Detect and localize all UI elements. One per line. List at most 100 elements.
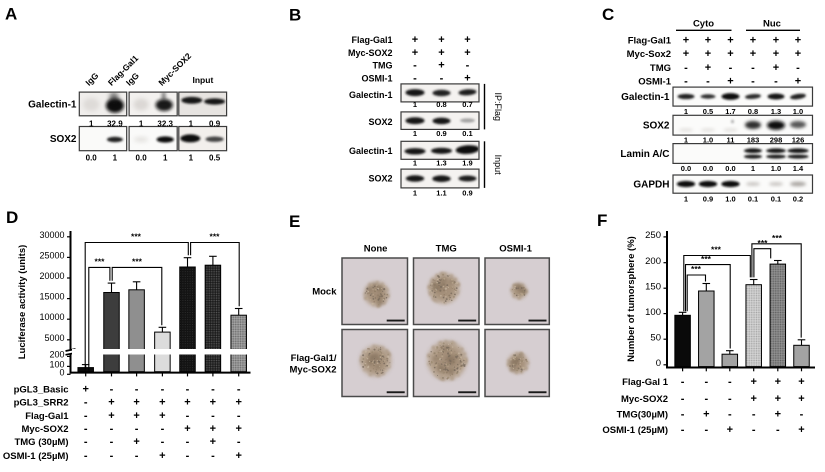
svg-text:+: + (438, 60, 444, 72)
svg-text:-: - (186, 410, 190, 422)
svg-text:+: + (795, 35, 801, 47)
svg-text:+: + (184, 397, 190, 409)
svg-text:Myc-SOX2: Myc-SOX2 (22, 424, 69, 435)
svg-text:-: - (135, 384, 139, 396)
svg-text:-: - (161, 384, 165, 396)
svg-text:1: 1 (89, 119, 94, 128)
svg-text:-: - (84, 450, 88, 462)
svg-text:-: - (237, 410, 241, 422)
svg-text:-: - (774, 76, 778, 88)
svg-text:TMG(30µM): TMG(30µM) (617, 410, 668, 421)
svg-text:-: - (161, 436, 165, 448)
svg-text:-: - (681, 409, 685, 421)
svg-text:298: 298 (770, 136, 783, 145)
svg-text:1: 1 (189, 119, 194, 128)
svg-text:-: - (110, 450, 114, 462)
svg-text:SOX2: SOX2 (643, 121, 670, 132)
svg-text:-: - (684, 62, 688, 74)
svg-text:+: + (795, 76, 801, 88)
svg-text:***: *** (701, 254, 712, 264)
svg-text:0.0: 0.0 (681, 164, 691, 173)
svg-text:0.9: 0.9 (703, 195, 713, 204)
svg-text:Flag-Gal1: Flag-Gal1 (351, 35, 392, 45)
svg-text:-: - (681, 393, 685, 405)
svg-text:10000: 10000 (39, 312, 64, 322)
svg-text:+: + (412, 34, 418, 46)
svg-text:+: + (464, 72, 470, 84)
svg-text:Luciferase activity (units): Luciferase activity (units) (17, 245, 28, 360)
svg-text:1: 1 (413, 159, 417, 168)
svg-text:1: 1 (751, 164, 755, 173)
svg-text:-: - (752, 409, 756, 421)
svg-text:-: - (440, 72, 444, 84)
svg-text:pGL3_SRR2: pGL3_SRR2 (14, 398, 69, 409)
svg-text:1.0: 1.0 (725, 195, 735, 204)
svg-text:+: + (133, 436, 139, 448)
svg-text:***: *** (131, 231, 142, 241)
svg-text:Flag-Gal1: Flag-Gal1 (25, 411, 69, 422)
svg-text:25000: 25000 (39, 250, 64, 260)
svg-text:-: - (704, 393, 708, 405)
svg-text:Lamin A/C: Lamin A/C (620, 149, 669, 160)
svg-text:-: - (704, 376, 708, 388)
svg-text:0.0: 0.0 (725, 164, 735, 173)
svg-text:-: - (796, 62, 800, 74)
svg-text:+: + (775, 393, 781, 405)
svg-text:Input: Input (193, 75, 214, 85)
svg-text:100: 100 (645, 307, 661, 318)
svg-text:-: - (729, 62, 733, 74)
svg-text:1.0: 1.0 (793, 107, 803, 116)
svg-text:-: - (110, 423, 114, 435)
svg-text:1.3: 1.3 (771, 107, 781, 116)
svg-text:+: + (798, 393, 804, 405)
svg-text:200: 200 (645, 256, 661, 267)
svg-text:1: 1 (684, 136, 688, 145)
svg-text:-: - (211, 410, 215, 422)
svg-text:0.8: 0.8 (748, 107, 758, 116)
svg-text:TMG: TMG (373, 61, 393, 71)
svg-text:Nuc: Nuc (763, 19, 781, 30)
svg-text:+: + (210, 423, 216, 435)
svg-text:***: *** (132, 256, 143, 266)
svg-text:+: + (438, 34, 444, 46)
svg-text:***: *** (711, 245, 722, 255)
svg-text:-: - (84, 410, 88, 422)
svg-text:+: + (727, 424, 733, 436)
svg-text:0.8: 0.8 (436, 100, 446, 109)
svg-text:-: - (110, 436, 114, 448)
svg-text:IP:Flag: IP:Flag (493, 92, 503, 121)
svg-text:0.2: 0.2 (793, 195, 803, 204)
svg-text:50: 50 (650, 332, 661, 343)
svg-text:0.1: 0.1 (462, 129, 472, 138)
svg-text:0.9: 0.9 (209, 119, 221, 128)
svg-text:+: + (108, 397, 114, 409)
svg-text:Cyto: Cyto (693, 19, 714, 30)
svg-text:pGL3_Basic: pGL3_Basic (14, 385, 69, 396)
svg-text:0.9: 0.9 (462, 189, 472, 198)
svg-text:+: + (159, 410, 165, 422)
svg-text:+: + (683, 35, 689, 47)
svg-text:126: 126 (792, 136, 805, 145)
svg-text:-: - (466, 60, 470, 72)
svg-text:OSMI-1: OSMI-1 (361, 73, 392, 83)
svg-text:Flag-Gal1/: Flag-Gal1/ (291, 353, 337, 364)
svg-text:+: + (705, 62, 711, 74)
svg-text:B: B (289, 6, 301, 25)
svg-text:0.9: 0.9 (436, 129, 446, 138)
svg-text:+: + (703, 409, 709, 421)
svg-text:-: - (161, 423, 165, 435)
svg-text:15000: 15000 (39, 292, 64, 302)
svg-text:SOX2: SOX2 (368, 117, 392, 127)
svg-text:+: + (798, 424, 804, 436)
svg-text:D: D (6, 208, 18, 227)
svg-text:***: *** (691, 264, 702, 274)
svg-text:+: + (108, 410, 114, 422)
svg-text:+: + (773, 48, 779, 60)
svg-text:***: *** (758, 238, 769, 248)
svg-text:TMG (30µM): TMG (30µM) (14, 437, 68, 448)
svg-text:-: - (728, 409, 732, 421)
svg-text:***: *** (210, 231, 221, 241)
svg-text:-: - (413, 60, 417, 72)
svg-text:100: 100 (49, 359, 64, 369)
svg-text:None: None (364, 244, 388, 255)
